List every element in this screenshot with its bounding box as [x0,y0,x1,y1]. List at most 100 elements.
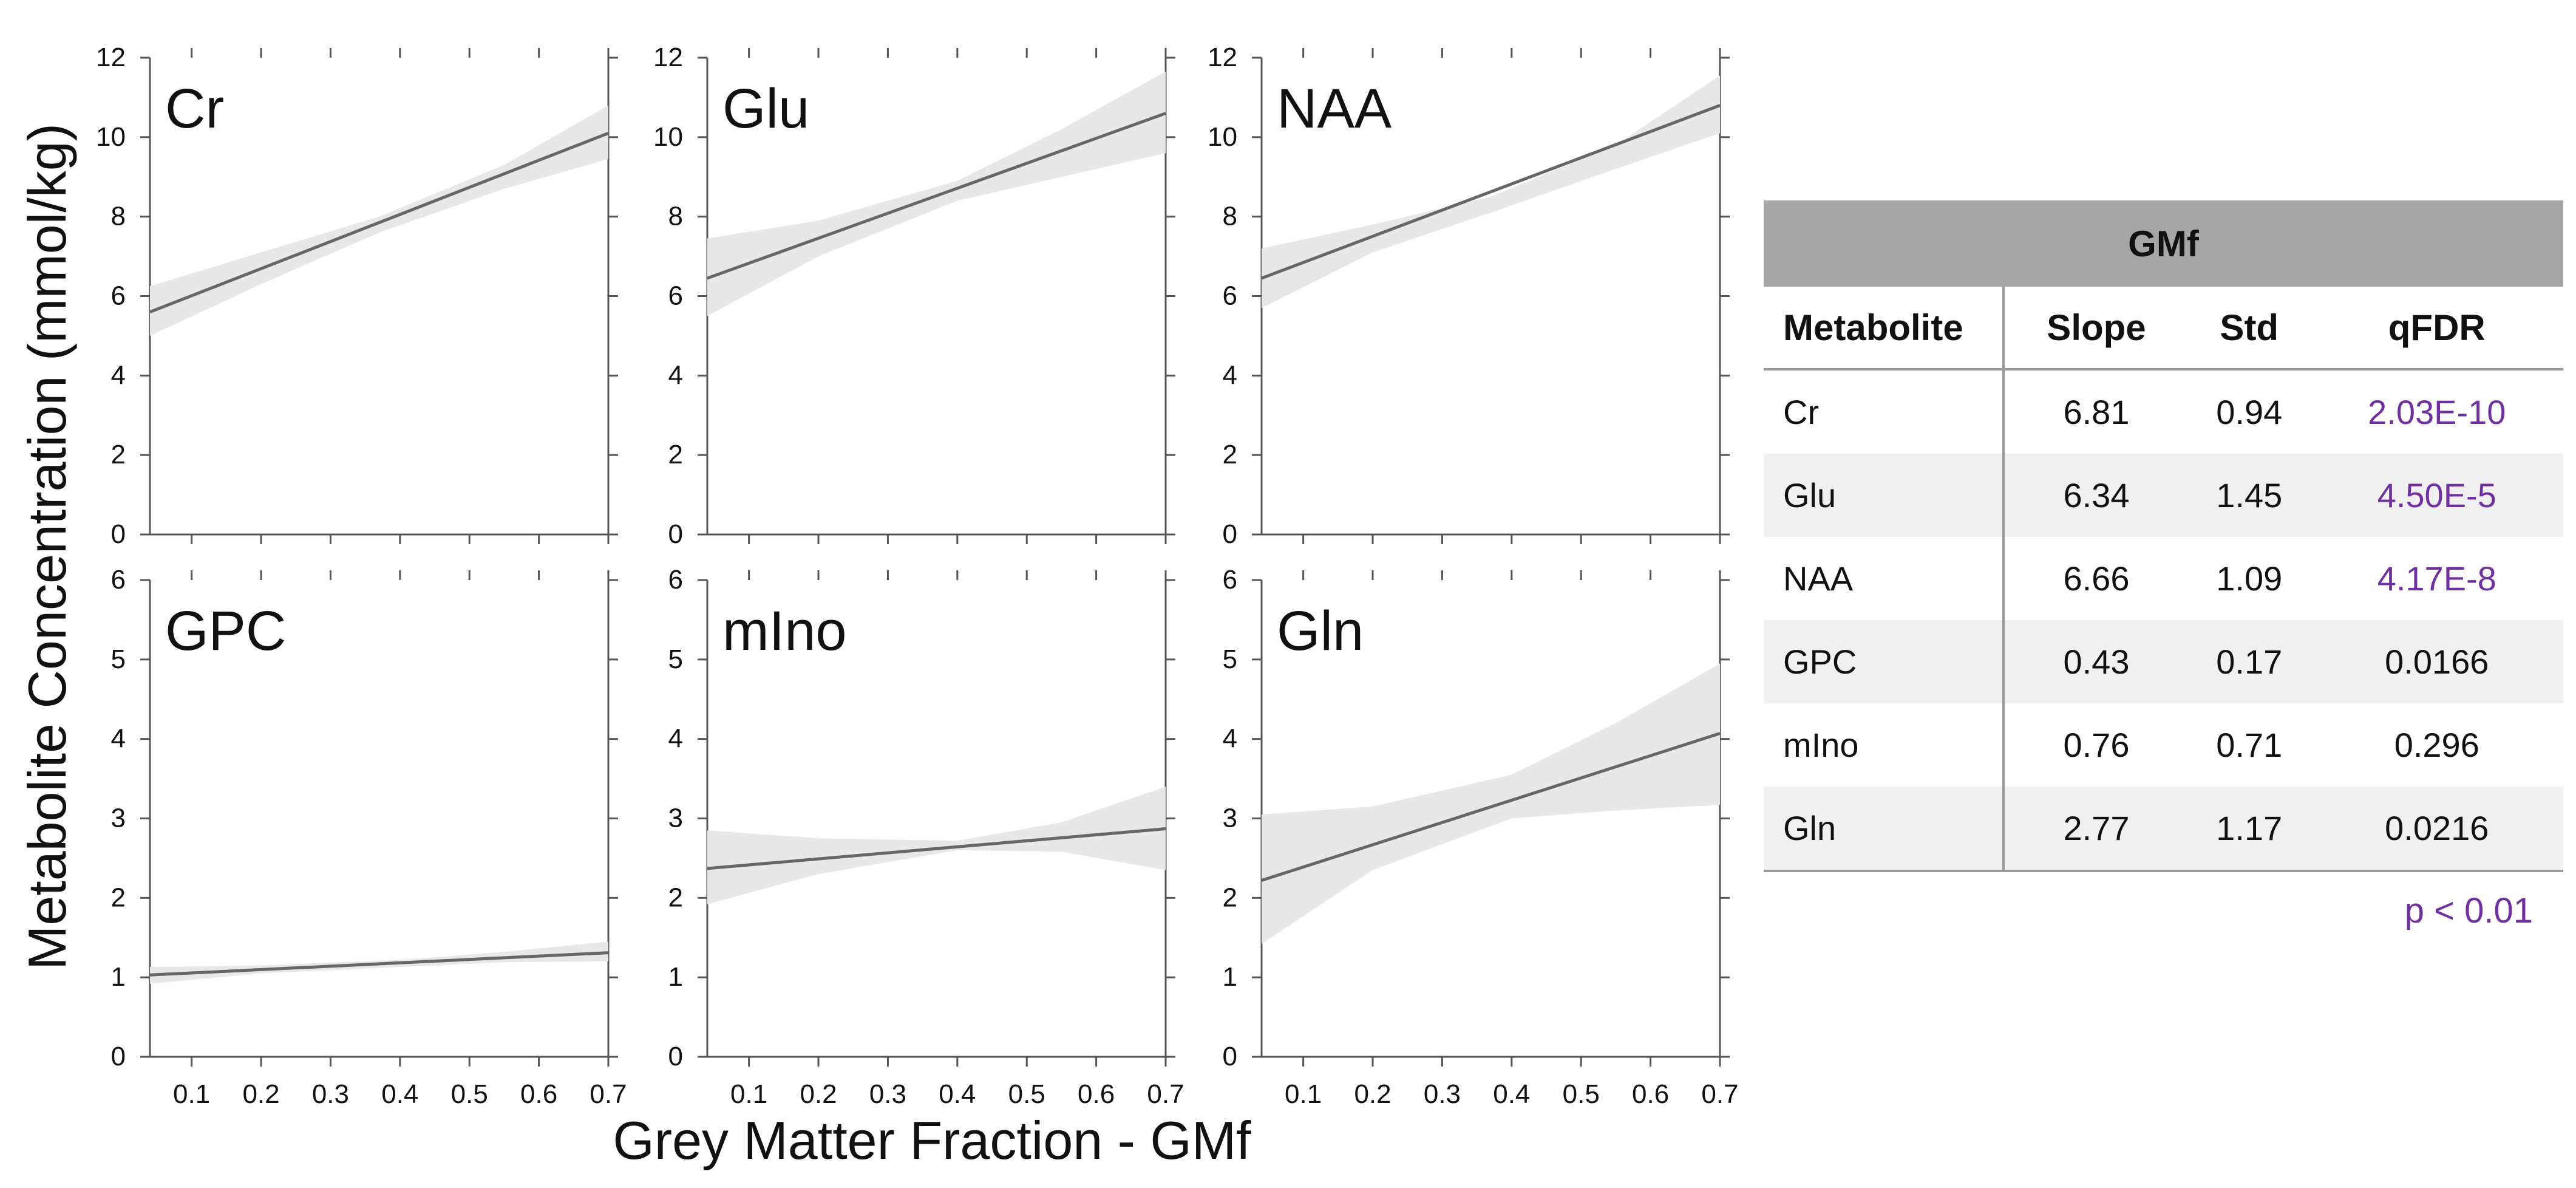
fit-line [1261,104,1721,280]
metabolite-chart: Metabolite Concentration (mmol/kg) Grey … [17,43,1739,1170]
cell-slope: 6.66 [2063,559,2130,598]
cell-metabolite: Cr [1764,369,2005,454]
x-tick-label: 0.2 [800,1079,837,1109]
confidence-band [707,787,1166,904]
y-tick-label: 3 [1223,804,1237,833]
cell-qfdr: 4.50E-5 [2310,454,2563,537]
x-tick-label: 0.7 [1147,1079,1184,1109]
cell-std: 1.09 [2216,559,2283,598]
fit-line [707,112,1166,280]
x-tick-label: 0.5 [1563,1079,1600,1109]
col-header-std: Std [2187,287,2311,370]
y-tick-label: 10 [1208,122,1237,152]
y-tick-label: 10 [96,122,126,152]
y-tick-label: 2 [668,882,683,912]
cell-std: 1.17 [2187,787,2311,872]
x-tick-label: 0.6 [520,1079,557,1109]
y-tick-label: 0 [668,1042,683,1071]
y-tick-label: 5 [1223,644,1237,674]
x-tick-label: 0.7 [1701,1079,1738,1109]
table-row: Glu 6.34 1.45 4.50E-5 [1764,454,2563,537]
x-axis-label: Grey Matter Fraction - GMf [613,1110,1251,1170]
cell-std: 0.94 [2216,393,2283,431]
panel-title: Glu [722,78,809,140]
panel-mino: 0 1 2 3 4 5 6 0.1 0.2 0.3 0.4 0.5 0.6 0.7 mIno [668,565,1184,1109]
fit-line [149,131,609,313]
table-row: Cr 6.81 0.94 2.03E-10 [1764,369,2563,454]
panel-naa: 0 2 4 6 8 10 12 NAA [1208,43,1730,549]
confidence-band [1262,75,1720,309]
y-tick-label: 0 [668,519,683,549]
y-tick-label: 2 [668,440,683,469]
cell-std: 0.17 [2187,620,2311,703]
y-tick-label: 2 [1223,882,1237,912]
y-tick-label: 1 [668,962,683,992]
stats-table: GMf Metabolite Slope Std qFDR Cr 6.81 0.… [1764,200,2563,931]
cell-metabolite: Gln [1764,787,2005,872]
y-tick-label: 6 [111,565,126,595]
table-row: NAA 6.66 1.09 4.17E-8 [1764,537,2563,620]
y-tick-label: 12 [653,43,683,72]
regression-table: GMf Metabolite Slope Std qFDR Cr 6.81 0.… [1764,200,2563,872]
panels: 024681012Cr024681012Glu024681012NAA01234… [96,43,1739,1109]
y-tick-label: 12 [1208,43,1237,72]
cell-metabolite: Glu [1764,454,2005,537]
cell-metabolite: mIno [1764,703,2005,787]
y-tick-label: 0 [111,1042,126,1071]
x-tick-label: 0.1 [730,1079,767,1109]
cell-metabolite: NAA [1764,537,2005,620]
panel-cr: 0 2 4 6 8 10 12 Cr [96,43,618,549]
y-tick-label: 6 [668,565,683,595]
table-row: Gln 2.77 1.17 0.0216 [1764,787,2563,872]
x-tick-label: 0.4 [381,1079,418,1109]
y-tick-label: 6 [1223,281,1237,311]
x-tick-label: 0.7 [590,1079,627,1109]
panel-glu: 0 2 4 6 8 10 12 Glu [653,43,1175,549]
x-tick-label: 0.3 [1424,1079,1461,1109]
cell-qfdr: 0.296 [2394,726,2479,764]
y-tick-label: 2 [111,882,126,912]
confidence-band [1262,663,1720,944]
col-header-metabolite: Metabolite [1764,287,2005,370]
y-tick-label: 12 [96,43,126,72]
cell-qfdr: 0.0166 [2310,620,2563,703]
col-header-qfdr: qFDR [2310,287,2563,370]
cell-qfdr: 4.17E-8 [2377,559,2496,598]
cell-qfdr: 0.0216 [2310,787,2563,872]
col-header-slope: Slope [2003,287,2188,370]
cell-metabolite: GPC [1764,620,2005,703]
significance-note: p < 0.01 [2404,891,2533,930]
y-tick-label: 4 [1223,724,1237,754]
cell-slope: 0.43 [2003,620,2188,703]
x-tick-label: 0.1 [1285,1079,1322,1109]
fit-line [1261,732,1721,882]
confidence-band [707,71,1166,316]
cell-std: 1.45 [2187,454,2311,537]
y-tick-label: 0 [111,519,126,549]
y-tick-label: 2 [111,440,126,469]
y-tick-label: 4 [668,724,683,754]
x-tick-label: 0.6 [1632,1079,1669,1109]
y-tick-label: 6 [111,281,126,311]
y-tick-label: 1 [1223,962,1237,992]
fit-line [149,951,609,977]
x-tick-label: 0.1 [173,1079,210,1109]
x-tick-label: 0.6 [1078,1079,1115,1109]
x-tick-label: 0.5 [1008,1079,1045,1109]
x-tick-label: 0.5 [451,1079,488,1109]
y-tick-label: 10 [653,122,683,152]
y-tick-label: 6 [1223,565,1237,595]
x-tick-label: 0.3 [869,1079,906,1109]
x-tick-label: 0.2 [242,1079,279,1109]
panel-title: NAA [1277,78,1392,140]
y-tick-label: 3 [111,804,126,833]
y-tick-label: 5 [668,644,683,674]
x-tick-label: 0.4 [939,1079,976,1109]
y-tick-label: 4 [111,724,126,754]
table-row: GPC 0.43 0.17 0.0166 [1764,620,2563,703]
y-tick-label: 3 [668,804,683,833]
fit-line [707,827,1166,870]
panel-gpc: 0 1 2 3 4 5 6 0.1 0.2 0.3 0.4 0.5 0.6 0.7 GPC [111,565,627,1109]
table-row: mIno 0.76 0.71 0.296 [1764,703,2563,787]
cell-std: 0.71 [2216,726,2283,764]
